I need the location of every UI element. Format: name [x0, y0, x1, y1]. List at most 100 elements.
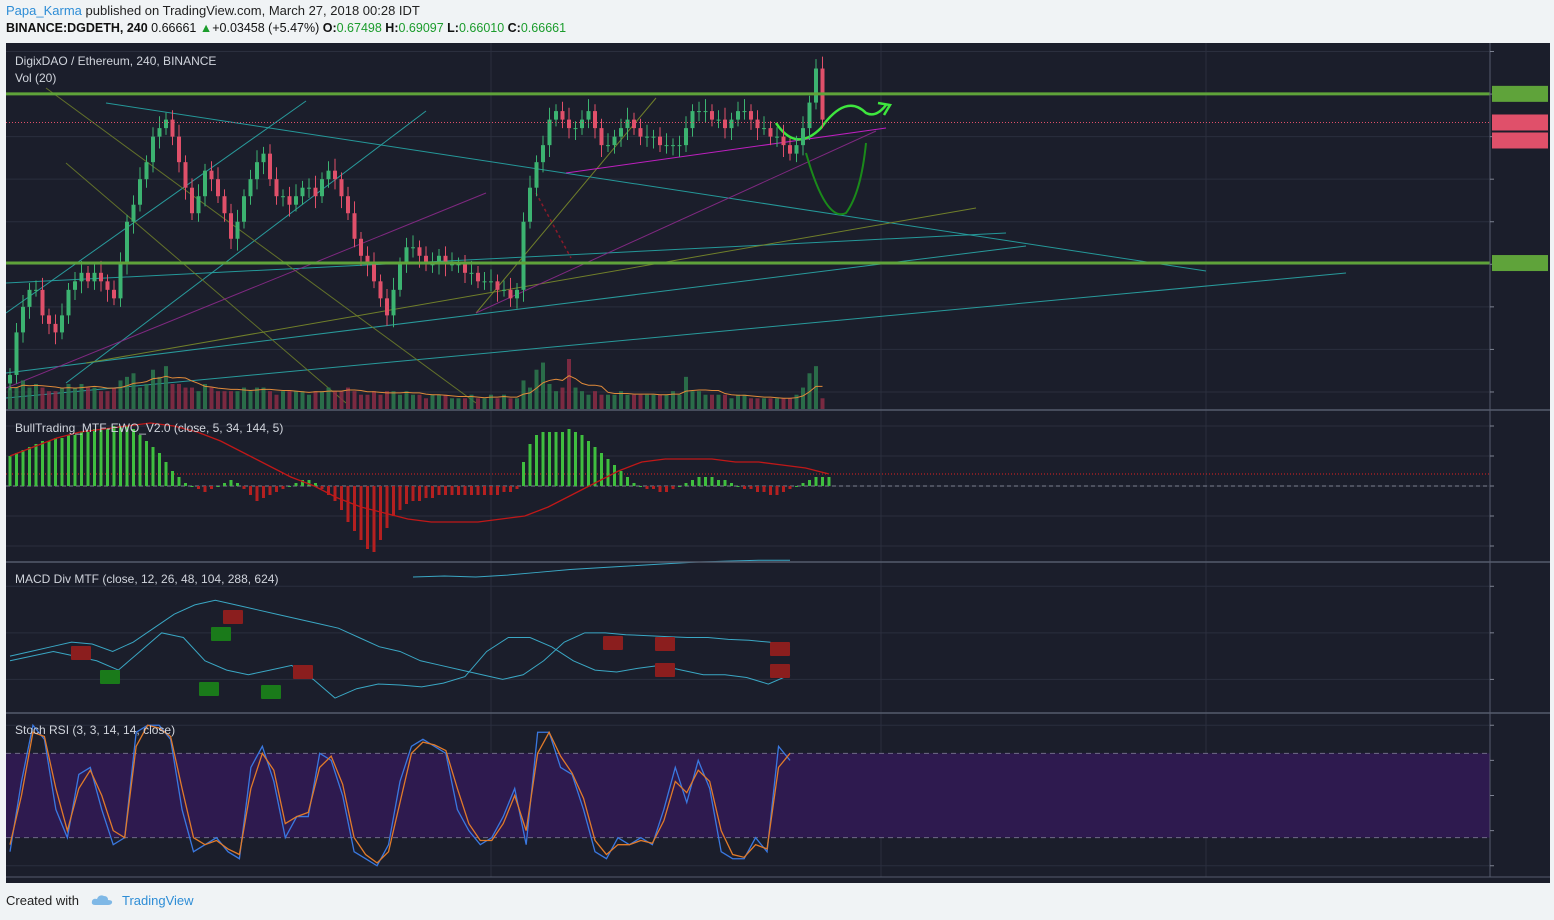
candle	[651, 136, 656, 138]
candle	[567, 119, 571, 129]
publish-line: Papa_Karma published on TradingView.com,…	[6, 3, 420, 18]
candle	[313, 187, 318, 197]
candle	[183, 162, 188, 188]
volume-bar	[469, 394, 474, 409]
ewo-bar	[723, 480, 727, 486]
ewo-bar	[73, 435, 77, 486]
volume-bar	[742, 394, 747, 409]
ewo-bar	[307, 480, 311, 486]
volume-bar	[40, 387, 45, 409]
trendline	[5, 245, 1027, 374]
ewo-bar	[756, 486, 759, 492]
macd-line	[412, 559, 790, 578]
trendline	[5, 100, 307, 314]
volume-bar	[424, 398, 428, 409]
candle	[450, 264, 454, 266]
ewo-bar	[639, 486, 642, 487]
ewo-bar	[60, 438, 64, 486]
volume-bar	[53, 391, 58, 409]
ewo-bar	[574, 432, 577, 486]
volume-bar	[593, 391, 597, 409]
ewo-bar	[795, 486, 798, 487]
ewo-bar	[145, 441, 148, 486]
volume-bar	[580, 391, 584, 409]
ewo-bar	[34, 444, 38, 486]
ewo-bar	[424, 486, 428, 498]
divergence-marker	[223, 610, 243, 624]
volume-bar	[229, 391, 233, 409]
candle	[105, 281, 110, 290]
candle	[125, 221, 129, 265]
volume-bar	[684, 376, 688, 409]
ewo-bar	[457, 486, 460, 495]
candle	[469, 272, 474, 274]
candle	[411, 247, 415, 249]
ewo-bar	[106, 429, 109, 486]
trendline	[105, 102, 1207, 272]
ewo-bar	[444, 486, 447, 495]
ewo-bar	[242, 486, 246, 489]
volume-bar	[814, 366, 818, 409]
candle	[164, 119, 168, 129]
volume-bar	[170, 384, 175, 409]
candle	[112, 289, 116, 299]
volume-bar	[417, 394, 422, 409]
candle	[632, 119, 636, 129]
change-value: +0.03458 (+5.47%)	[212, 21, 320, 35]
ewo-bar	[821, 477, 824, 486]
candle	[606, 145, 610, 147]
candle	[326, 170, 331, 180]
volume-bar	[521, 380, 526, 409]
candle	[508, 289, 513, 299]
ewo-bar	[171, 471, 174, 486]
ewo-bar	[184, 483, 187, 486]
ewo-bar	[41, 441, 44, 486]
volume-bar	[489, 394, 493, 409]
candle	[697, 111, 701, 113]
volume-bar	[619, 391, 623, 409]
volume-bar	[515, 398, 519, 409]
candle	[320, 179, 324, 197]
ohlc-line: BINANCE:DGDETH, 240 0.66661 ▲+0.03458 (+…	[6, 21, 566, 35]
volume-bar	[372, 391, 376, 409]
ewo-bar	[489, 486, 493, 495]
ewo-bar	[717, 480, 720, 486]
candle	[144, 162, 149, 180]
ewo-bar	[775, 486, 779, 495]
candle	[580, 119, 584, 129]
candle	[573, 128, 578, 130]
ewo-bar	[509, 486, 512, 492]
volume-label: Vol (20)	[15, 71, 56, 85]
author-link[interactable]: Papa_Karma	[6, 3, 82, 18]
tradingview-link[interactable]: TradingView	[122, 893, 194, 908]
level-tag	[1492, 85, 1548, 102]
last-price: 0.66661	[151, 21, 197, 35]
candle	[554, 111, 558, 120]
volume-bar	[242, 387, 246, 409]
candle	[495, 281, 500, 290]
candle	[456, 264, 461, 266]
volume-bar	[131, 373, 136, 409]
ewo-bar	[463, 486, 467, 495]
volume-bar	[378, 394, 383, 409]
ewo-signal-line	[9, 422, 830, 523]
candle	[801, 128, 805, 146]
volume-bar	[443, 394, 448, 409]
ewo-bar	[587, 441, 590, 486]
volume-bar	[8, 387, 12, 409]
candle	[586, 111, 591, 120]
candle	[34, 289, 38, 291]
chart-area[interactable]: DigixDAO / Ethereum, 240, BINANCE Vol (2…	[5, 43, 1550, 883]
candle	[619, 128, 623, 137]
candle	[333, 170, 337, 180]
volume-bar	[320, 391, 324, 409]
volume-bar	[190, 387, 194, 409]
volume-bar	[502, 394, 506, 409]
volume-bar	[203, 384, 207, 409]
ewo-bar	[210, 486, 213, 489]
volume-bar	[495, 398, 500, 409]
volume-bar	[586, 394, 591, 409]
chart-canvas[interactable]: DigixDAO / Ethereum, 240, BINANCE Vol (2…	[5, 43, 1550, 883]
low-value: 0.66010	[458, 21, 505, 35]
volume-bar	[287, 391, 292, 409]
